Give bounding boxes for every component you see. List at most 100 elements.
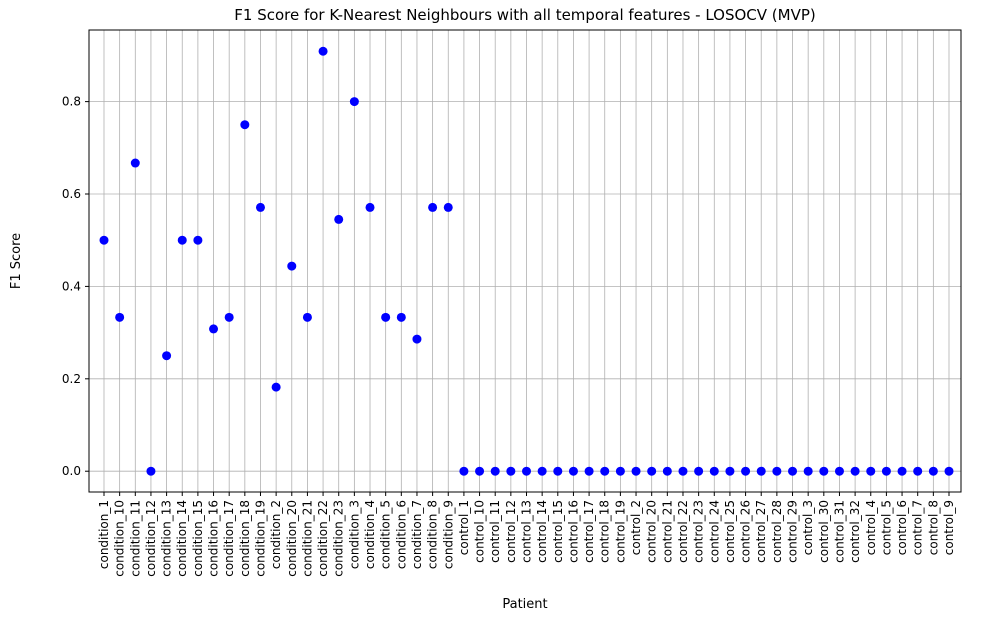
x-tick-label: control_8 <box>926 500 940 555</box>
x-tick-label: condition_15 <box>191 500 205 577</box>
data-point <box>694 466 704 476</box>
data-point <box>506 466 516 476</box>
data-point <box>412 334 422 344</box>
y-tick-label: 0.0 <box>62 464 81 478</box>
x-tick-label: control_30 <box>817 500 831 563</box>
x-tick-label: condition_16 <box>207 500 221 577</box>
x-tick-label: condition_18 <box>238 500 252 577</box>
x-tick-label: control_23 <box>692 500 706 563</box>
data-point <box>318 46 328 56</box>
x-tick-label: control_4 <box>864 500 878 555</box>
x-tick-label: control_11 <box>488 500 502 563</box>
data-point <box>522 466 531 476</box>
data-point <box>834 466 844 476</box>
x-tick-label: control_19 <box>613 500 627 563</box>
x-tick-label: control_26 <box>739 500 753 563</box>
x-tick-label: condition_7 <box>410 500 424 569</box>
x-tick-label: condition_14 <box>175 500 189 577</box>
data-point <box>772 466 782 476</box>
data-point <box>99 235 109 245</box>
x-tick-label: control_32 <box>848 500 862 563</box>
data-point <box>240 120 250 130</box>
chart-title: F1 Score for K-Nearest Neighbours with a… <box>234 6 816 24</box>
x-tick-label: control_29 <box>786 500 800 563</box>
x-tick-label: condition_13 <box>160 500 174 577</box>
data-point <box>177 235 187 245</box>
y-tick-label: 0.8 <box>62 95 81 109</box>
x-tick-label: condition_17 <box>222 500 236 577</box>
data-point <box>287 261 297 271</box>
x-tick-label: control_1 <box>457 500 471 555</box>
x-tick-label: control_27 <box>754 500 768 563</box>
data-point <box>443 202 453 212</box>
data-point <box>349 97 359 107</box>
y-tick-label: 0.4 <box>62 279 81 293</box>
x-tick-label: condition_6 <box>394 500 408 569</box>
data-point <box>568 466 578 476</box>
x-tick-label: condition_23 <box>332 500 346 577</box>
x-tick-label: control_21 <box>660 500 674 563</box>
data-point <box>381 312 391 322</box>
x-tick-label: condition_8 <box>426 500 440 569</box>
data-point <box>944 466 954 476</box>
y-tick-label: 0.2 <box>62 372 81 386</box>
data-point <box>615 466 625 476</box>
x-tick-label: condition_12 <box>144 500 158 577</box>
x-tick-label: control_22 <box>676 500 690 563</box>
data-point <box>897 466 907 476</box>
x-tick-label: control_13 <box>520 500 534 563</box>
data-point <box>302 312 312 322</box>
x-tick-label: control_5 <box>879 500 893 555</box>
x-tick-label: condition_11 <box>128 500 142 577</box>
x-tick-label: control_15 <box>551 500 565 563</box>
x-tick-label: control_24 <box>707 500 721 563</box>
data-point <box>209 324 219 334</box>
x-tick-label: control_16 <box>566 500 580 563</box>
x-axis-label: Patient <box>502 597 547 612</box>
data-point <box>788 466 798 476</box>
x-tick-label: control_18 <box>598 500 612 563</box>
y-axis-label: F1 Score <box>9 233 24 289</box>
x-tick-label: condition_3 <box>347 500 361 569</box>
x-tick-label: condition_22 <box>316 500 330 577</box>
x-tick-label: condition_4 <box>363 500 377 569</box>
data-point <box>850 466 860 476</box>
data-point <box>162 351 172 361</box>
data-point <box>647 466 657 476</box>
data-point <box>584 466 594 476</box>
x-tick-label: control_20 <box>645 500 659 563</box>
data-points <box>99 46 954 476</box>
data-point <box>459 466 469 476</box>
data-point <box>146 466 156 476</box>
x-tick-label: control_2 <box>629 500 643 555</box>
data-point <box>553 466 563 476</box>
data-point <box>271 382 281 392</box>
data-point <box>537 466 547 476</box>
data-point <box>725 466 735 476</box>
x-tick-label: condition_20 <box>285 500 299 577</box>
x-axis-ticks: condition_1 condition_10 condition_11 condi… <box>97 492 956 577</box>
x-tick-label: condition_19 <box>253 500 267 577</box>
x-tick-label: control_17 <box>582 500 596 563</box>
x-tick-label: control_12 <box>504 500 518 563</box>
data-point <box>709 466 719 476</box>
data-point <box>193 235 203 245</box>
data-point <box>475 466 485 476</box>
x-tick-label: condition_10 <box>113 500 127 577</box>
x-tick-label: condition_1 <box>97 500 111 569</box>
x-tick-label: control_10 <box>473 500 487 563</box>
y-tick-label: 0.6 <box>62 187 81 201</box>
data-point <box>631 466 641 476</box>
x-tick-label: control_7 <box>911 500 925 555</box>
x-tick-label: control_28 <box>770 500 784 563</box>
data-point <box>756 466 766 476</box>
data-point <box>428 202 438 212</box>
data-point <box>866 466 876 476</box>
data-point <box>662 466 672 476</box>
data-point <box>741 466 751 476</box>
x-tick-label: condition_2 <box>269 500 283 569</box>
data-point <box>803 466 813 476</box>
x-tick-label: control_3 <box>801 500 815 555</box>
data-point <box>678 466 688 476</box>
